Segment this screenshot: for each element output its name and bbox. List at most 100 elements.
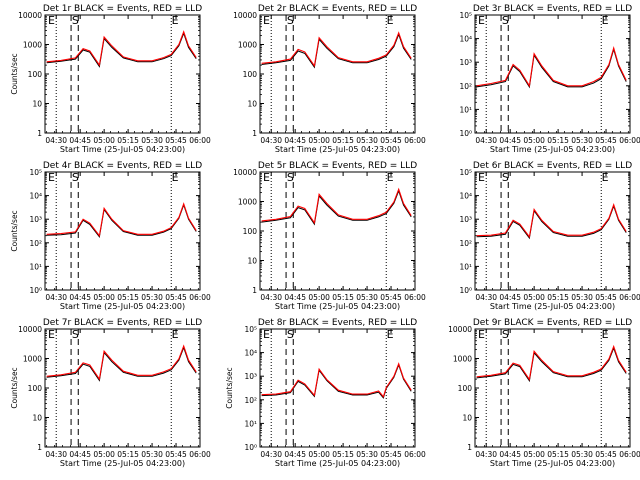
event-marker-letter: E (387, 328, 394, 341)
y-tick-label: 10⁰ (244, 443, 257, 452)
y-tick-label: 10000 (233, 168, 257, 177)
y-tick-label: 10000 (233, 11, 257, 20)
event-marker-letter: E (48, 171, 55, 184)
y-tick-label: 10² (459, 82, 472, 91)
event-marker-letter: E (387, 171, 394, 184)
x-tick-label: 04:45 (499, 293, 521, 302)
x-axis-label: Start Time (25-Jul-05 04:23:00) (490, 302, 615, 311)
y-tick-label: 10 (247, 257, 257, 266)
y-tick-label: 10⁴ (244, 349, 257, 358)
x-axis-label: Start Time (25-Jul-05 04:23:00) (60, 145, 185, 154)
plot-frame (259, 14, 416, 134)
event-marker-letter: E (172, 171, 179, 184)
x-tick-label: 05:15 (332, 136, 354, 145)
x-tick-label: 04:30 (260, 136, 282, 145)
x-tick-label: 06:00 (619, 136, 640, 145)
y-tick-label: 1 (252, 286, 257, 295)
x-tick-label: 05:00 (308, 136, 330, 145)
events-series-line (46, 346, 197, 382)
plot-frame (259, 171, 416, 291)
x-tick-label: 04:30 (45, 136, 67, 145)
chart-title: Det 4r BLACK = Events, RED = LLD (43, 161, 202, 171)
x-tick-label: 06:00 (189, 450, 211, 459)
lld-series-line (261, 187, 412, 225)
event-marker-letter: E (172, 328, 179, 341)
x-tick-label: 04:45 (69, 450, 91, 459)
y-tick-label: 10⁵ (459, 168, 472, 177)
x-tick-label: 04:30 (475, 136, 497, 145)
lld-series-line (46, 30, 197, 67)
event-marker-letter: E (48, 328, 55, 341)
y-tick-label: 1 (37, 443, 42, 452)
y-tick-label: 10¹ (29, 262, 42, 271)
event-marker-letter: S (287, 171, 294, 184)
y-tick-label: 1000 (238, 198, 257, 207)
x-tick-label: 05:15 (547, 450, 569, 459)
x-tick-label: 05:30 (141, 293, 163, 302)
y-tick-label: 10⁵ (29, 168, 42, 177)
event-marker-letter: E (263, 14, 270, 27)
y-tick-label: 10 (32, 100, 42, 109)
y-tick-label: 10⁰ (29, 286, 42, 295)
y-tick-label: 10 (247, 100, 257, 109)
x-tick-label: 06:00 (189, 293, 211, 302)
x-tick-label: 04:30 (260, 450, 282, 459)
y-tick-label: 100 (28, 384, 43, 393)
events-series-line (46, 31, 197, 68)
x-tick-label: 05:00 (523, 293, 545, 302)
y-tick-label: 10 (462, 414, 472, 423)
event-marker-letter: E (48, 14, 55, 27)
plot-frame (44, 171, 201, 291)
x-tick-label: 04:45 (284, 293, 306, 302)
x-tick-label: 05:45 (380, 450, 402, 459)
x-tick-label: 05:15 (547, 293, 569, 302)
y-tick-label: 10000 (18, 325, 42, 334)
y-tick-label: 10² (29, 239, 42, 248)
chart-title: Det 2r BLACK = Events, RED = LLD (258, 4, 417, 14)
y-tick-label: 10⁴ (29, 192, 42, 201)
chart-title: Det 8r BLACK = Events, RED = LLD (258, 318, 417, 328)
event-marker-letter: E (602, 328, 609, 341)
x-tick-label: 05:45 (380, 136, 402, 145)
x-tick-label: 05:30 (356, 136, 378, 145)
x-axis-label: Start Time (25-Jul-05 04:23:00) (275, 145, 400, 154)
y-tick-label: 1000 (453, 355, 472, 364)
x-tick-label: 05:15 (332, 450, 354, 459)
plot-frame (44, 14, 201, 134)
x-axis-label: Start Time (25-Jul-05 04:23:00) (490, 459, 615, 468)
y-tick-label: 10⁰ (459, 129, 472, 138)
event-marker-letter: E (263, 171, 270, 184)
x-tick-label: 05:00 (523, 450, 545, 459)
y-tick-label: 10¹ (459, 105, 472, 114)
lld-series-line (476, 344, 627, 381)
chart-title: Det 6r BLACK = Events, RED = LLD (473, 161, 632, 171)
x-tick-label: 05:30 (571, 450, 593, 459)
x-tick-label: 05:45 (165, 450, 187, 459)
x-axis-label: Start Time (25-Jul-05 04:23:00) (60, 302, 185, 311)
x-tick-label: 06:00 (189, 136, 211, 145)
plot-frame (474, 171, 631, 291)
y-tick-label: 1000 (238, 41, 257, 50)
y-tick-label: 1 (252, 129, 257, 138)
chart-title: Det 7r BLACK = Events, RED = LLD (43, 318, 202, 328)
y-tick-label: 10¹ (459, 262, 472, 271)
x-axis-label: Start Time (25-Jul-05 04:23:00) (490, 145, 615, 154)
event-marker-letter: E (478, 171, 485, 184)
plot-frame (474, 14, 631, 134)
x-tick-label: 05:00 (308, 293, 330, 302)
y-tick-label: 10² (244, 396, 257, 405)
chart-panel-7: Det 7r BLACK = Events, RED = LLD 1 10 100 10… (10, 318, 211, 468)
x-tick-label: 05:30 (141, 450, 163, 459)
x-tick-label: 05:45 (595, 450, 617, 459)
event-marker-letter: S (287, 328, 294, 341)
event-marker-letter: S (502, 171, 509, 184)
x-tick-label: 05:45 (165, 293, 187, 302)
y-tick-label: 100 (28, 70, 43, 79)
y-tick-label: 10⁵ (459, 11, 472, 20)
x-tick-label: 05:15 (547, 136, 569, 145)
lld-series-line (261, 362, 412, 398)
x-axis-label: Start Time (25-Jul-05 04:23:00) (60, 459, 185, 468)
x-tick-label: 05:30 (571, 293, 593, 302)
x-tick-label: 04:45 (69, 293, 91, 302)
